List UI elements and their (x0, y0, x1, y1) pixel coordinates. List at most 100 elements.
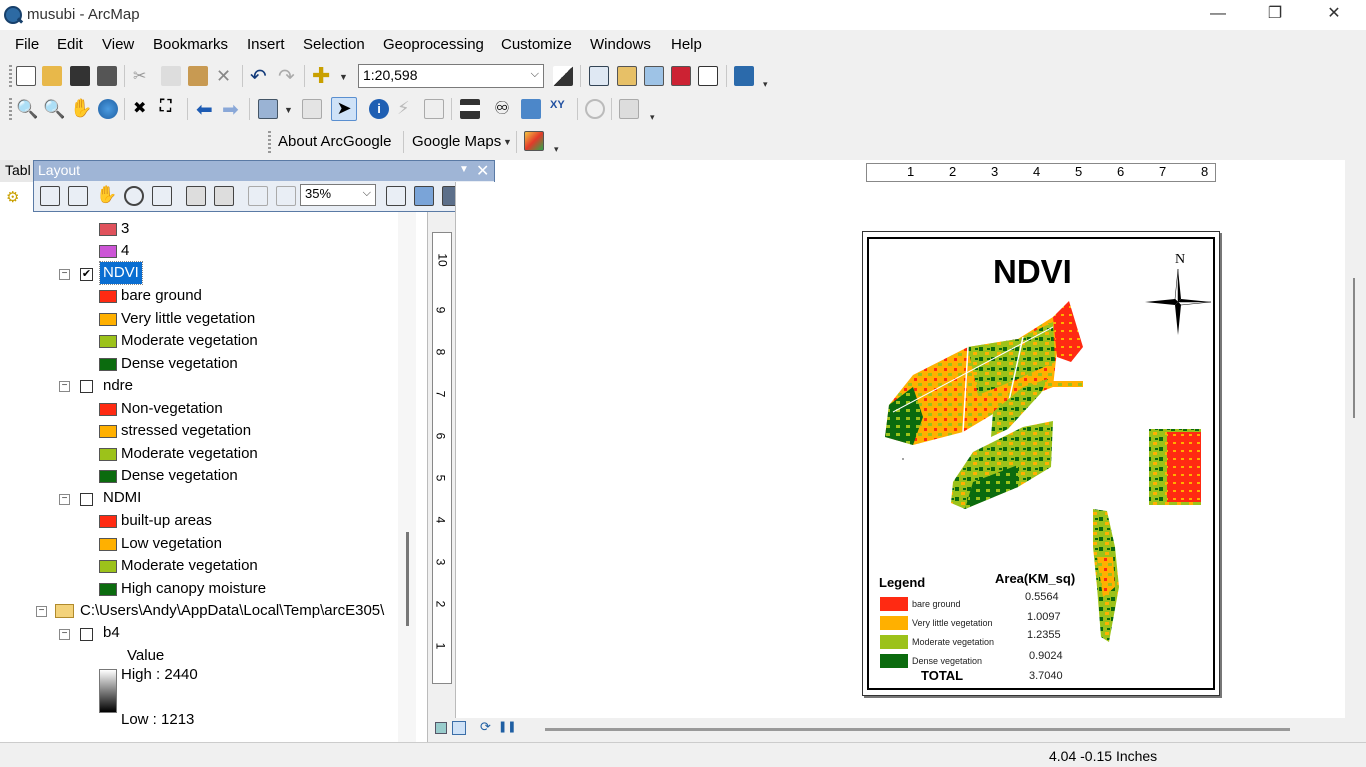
delete-icon[interactable]: ✕ (216, 66, 232, 86)
layout-page[interactable]: NDVI N (862, 231, 1220, 696)
zoom-in-icon[interactable]: 🔍 (16, 99, 39, 119)
time-slider-icon[interactable] (585, 99, 605, 119)
pause-drawing-icon[interactable]: ❚❚ (498, 721, 517, 733)
map-title[interactable]: NDVI (993, 253, 1072, 290)
layout-pan-icon[interactable]: ✋ (96, 185, 118, 204)
full-extent-icon[interactable] (98, 99, 118, 119)
close-button[interactable]: ✕ (1327, 5, 1341, 22)
menu-geoprocessing[interactable]: Geoprocessing (383, 36, 484, 53)
catalog-icon[interactable] (617, 66, 637, 86)
go-to-xy-icon[interactable]: XY (550, 99, 565, 111)
toolbar-options-icon[interactable]: ▾ (650, 112, 655, 122)
identify-icon[interactable]: i (369, 99, 389, 119)
north-arrow-icon[interactable] (1145, 269, 1211, 335)
cut-icon[interactable]: ✂ (133, 68, 147, 85)
toolbar-grip[interactable] (9, 65, 12, 87)
ndvi-visibility-checkbox[interactable]: ✔ (80, 268, 93, 281)
menu-customize[interactable]: Customize (501, 36, 572, 53)
layout-horizontal-scrollbar-thumb[interactable] (545, 728, 1290, 731)
zoom-whole-page-icon[interactable] (124, 186, 144, 206)
fixed-zoom-in-icon[interactable]: ✖ (133, 100, 147, 117)
select-elements-icon[interactable]: ➤ (331, 97, 357, 121)
select-dropdown-icon[interactable]: ▼ (284, 105, 293, 115)
layout-zoom-in-icon[interactable] (40, 186, 60, 206)
html-popup-icon[interactable] (424, 99, 444, 119)
layout-zoom-combo[interactable]: 35% ⌵ (300, 184, 376, 206)
refresh-icon[interactable]: ⟳ (480, 719, 491, 734)
menu-view[interactable]: View (102, 36, 135, 53)
toolbar-options-icon[interactable]: ▾ (554, 144, 559, 154)
ndvi-layer-name[interactable]: NDVI (99, 261, 143, 285)
maximize-button[interactable]: ❐ (1267, 5, 1283, 22)
zoom-100-percent-icon[interactable] (152, 186, 172, 206)
redo-icon[interactable]: ↷ (278, 66, 295, 88)
paste-icon[interactable] (188, 66, 208, 86)
menu-help[interactable]: Help (671, 36, 702, 53)
google-earth-icon[interactable] (524, 131, 544, 151)
open-folder-icon[interactable] (42, 66, 62, 86)
layout-vertical-scrollbar[interactable] (1345, 160, 1366, 740)
menu-file[interactable]: File (15, 36, 40, 53)
modelbuilder-icon[interactable] (734, 66, 754, 86)
b4-visibility-checkbox[interactable] (80, 628, 93, 641)
fixed-zoom-out-icon[interactable]: ⛶ (160, 98, 172, 115)
data-view-icon[interactable] (435, 722, 447, 734)
b4-collapse-icon[interactable]: − (59, 629, 70, 640)
add-data-icon[interactable]: ✚ (312, 63, 331, 88)
save-icon[interactable] (70, 66, 90, 86)
toc-tab[interactable]: Tabl (0, 160, 36, 182)
list-by-drawing-order-icon[interactable]: ⚙ (6, 189, 20, 206)
map-scale-combo[interactable]: 1:20,598 ⌵ (358, 64, 544, 88)
menu-edit[interactable]: Edit (57, 36, 83, 53)
layout-zoom-out-icon[interactable] (68, 186, 88, 206)
toolbar-options-icon[interactable]: ▾ (763, 79, 768, 89)
select-features-icon[interactable] (258, 99, 278, 119)
ndmi-layer-name[interactable]: NDMI (103, 489, 142, 506)
go-back-extent-icon[interactable] (248, 186, 268, 206)
b4-layer-name[interactable]: b4 (103, 624, 120, 641)
viewer-window-icon[interactable] (619, 99, 639, 119)
layout-toolbar-title[interactable]: Layout (34, 161, 494, 181)
measure-icon[interactable] (460, 99, 480, 119)
clear-selection-icon[interactable] (302, 99, 322, 119)
ndre-layer-name[interactable]: ndre (103, 377, 134, 394)
menu-bookmarks[interactable]: Bookmarks (153, 36, 229, 53)
layout-vertical-scrollbar-thumb[interactable] (1353, 278, 1355, 418)
fixed-zoom-out-layout-icon[interactable] (214, 186, 234, 206)
ndre-visibility-checkbox[interactable] (80, 380, 93, 393)
folder-collapse-icon[interactable]: − (36, 606, 47, 617)
layout-toolbar-close-icon[interactable]: ✕ (476, 163, 490, 180)
google-maps-dropdown-icon[interactable]: ▼ (503, 137, 512, 147)
back-extent-icon[interactable]: ⬅ (196, 99, 213, 121)
google-maps-button[interactable]: Google Maps (412, 133, 502, 150)
toggle-draft-mode-icon[interactable] (386, 186, 406, 206)
toc-scrollbar-thumb[interactable] (406, 532, 409, 626)
editor-toolbar-icon[interactable] (553, 66, 573, 86)
add-data-dropdown-icon[interactable]: ▼ (339, 72, 348, 82)
ndvi-collapse-icon[interactable]: − (59, 269, 70, 280)
menu-selection[interactable]: Selection (303, 36, 365, 53)
about-arcgoogle-button[interactable]: About ArcGoogle (278, 133, 392, 150)
forward-extent-icon[interactable]: ➡ (222, 99, 239, 121)
copy-icon[interactable] (161, 66, 181, 86)
new-document-icon[interactable] (16, 66, 36, 86)
layout-view-icon[interactable] (452, 721, 466, 735)
layout-toolbar-menu-icon[interactable]: ▼ (459, 164, 469, 175)
toc-scrollbar[interactable] (398, 212, 416, 742)
zoom-out-icon[interactable]: 🔍 (43, 99, 66, 119)
pan-hand-icon[interactable]: ✋ (70, 98, 93, 118)
fixed-zoom-in-layout-icon[interactable] (186, 186, 206, 206)
minimize-button[interactable]: — (1210, 5, 1226, 22)
search-window-icon[interactable] (644, 66, 664, 86)
ndmi-visibility-checkbox[interactable] (80, 493, 93, 506)
arctoolbox-icon[interactable] (671, 66, 691, 86)
toolbar-grip[interactable] (268, 131, 271, 153)
python-window-icon[interactable] (698, 66, 718, 86)
ndmi-collapse-icon[interactable]: − (59, 494, 70, 505)
focus-data-frame-icon[interactable] (414, 186, 434, 206)
find-route-icon[interactable] (521, 99, 541, 119)
menu-windows[interactable]: Windows (590, 36, 651, 53)
menu-insert[interactable]: Insert (247, 36, 285, 53)
go-forward-extent-icon[interactable] (276, 186, 296, 206)
print-icon[interactable] (97, 66, 117, 86)
